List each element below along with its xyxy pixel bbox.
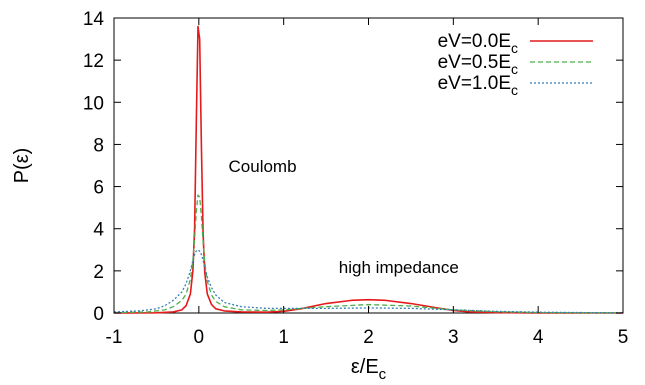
legend-label-0: eV=0.0Ec bbox=[438, 31, 518, 56]
series-layer bbox=[113, 25, 624, 314]
x-tick-label: 5 bbox=[618, 327, 629, 348]
y-axis-label: P(ε) bbox=[11, 148, 33, 184]
y-tick-label: 6 bbox=[93, 178, 104, 199]
series-line-1 bbox=[113, 194, 624, 314]
x-axis-label: ε/Ec bbox=[351, 356, 387, 383]
legend-label-1: eV=0.5Ec bbox=[438, 52, 518, 77]
y-tick-label: 8 bbox=[93, 135, 104, 156]
y-tick-label: 0 bbox=[93, 304, 104, 325]
x-tick-label: 0 bbox=[194, 327, 205, 348]
x-tick-label: 2 bbox=[363, 327, 374, 348]
x-tick-label: 4 bbox=[533, 327, 544, 348]
x-tick-label: -1 bbox=[106, 327, 123, 348]
series-line-2 bbox=[113, 249, 624, 314]
annotation-1: high impedance bbox=[339, 258, 459, 277]
annotation-0: Coulomb bbox=[229, 157, 297, 176]
y-tick-label: 14 bbox=[83, 9, 105, 30]
x-tick-label: 3 bbox=[448, 327, 459, 348]
y-tick-label: 12 bbox=[83, 51, 104, 72]
series-line-0 bbox=[113, 25, 623, 314]
legend-label-2: eV=1.0Ec bbox=[438, 73, 518, 98]
y-tick-label: 2 bbox=[93, 262, 104, 283]
x-tick-label: 1 bbox=[278, 327, 289, 348]
y-tick-label: 10 bbox=[83, 93, 104, 114]
annotations: Coulomb high impedance bbox=[229, 157, 459, 277]
y-tick-label: 4 bbox=[93, 220, 104, 241]
